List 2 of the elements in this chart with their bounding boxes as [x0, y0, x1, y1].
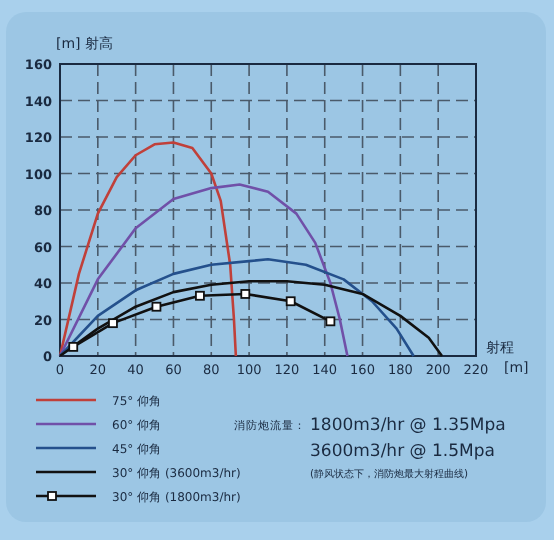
text: 1800m3/hr @ 1.35Mpa [310, 416, 506, 436]
text: 3600m3/hr @ 1.5Mpa [310, 442, 495, 462]
